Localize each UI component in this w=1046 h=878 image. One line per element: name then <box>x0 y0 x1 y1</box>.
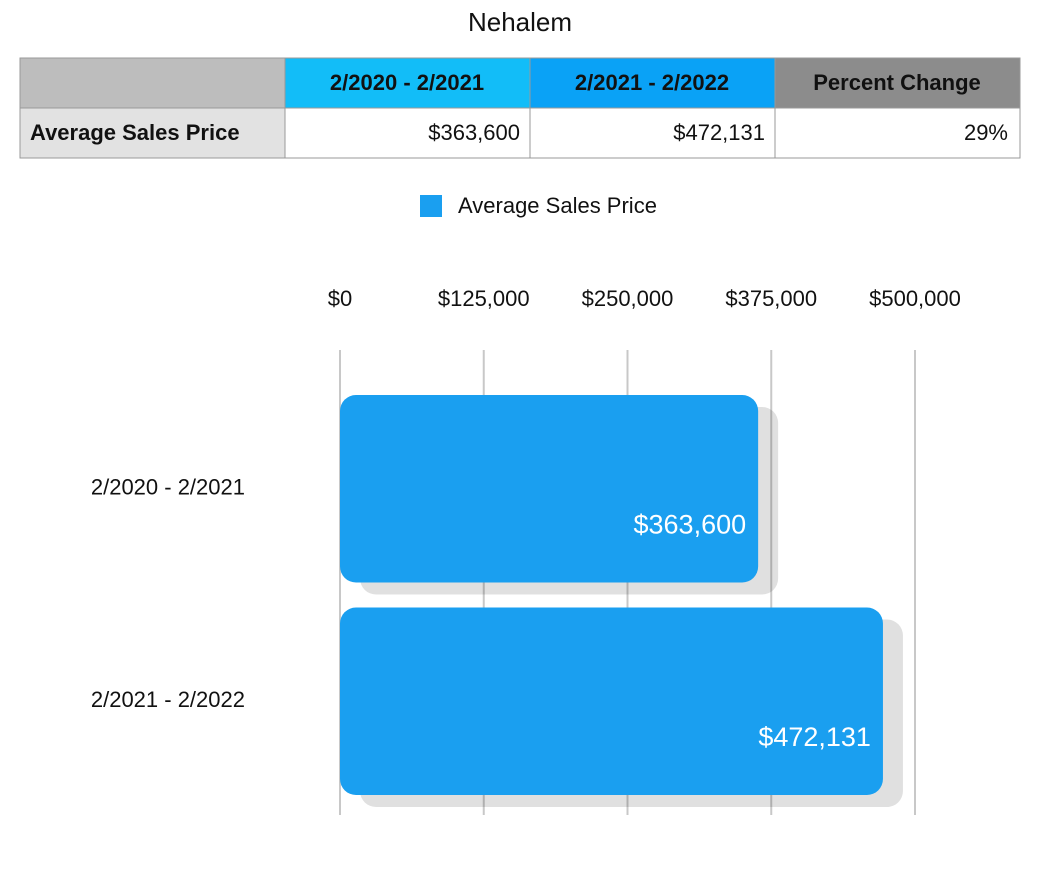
data-cell <box>284 107 531 159</box>
data-cell <box>529 107 776 159</box>
bar <box>340 607 883 795</box>
header-cell <box>284 57 531 109</box>
row-header-cell <box>19 107 286 159</box>
header-cell <box>774 57 1021 109</box>
header-text: Percent Change <box>813 70 981 95</box>
cell-text: $363,600 <box>428 120 520 145</box>
x-tick-label: $375,000 <box>725 286 817 311</box>
bar <box>340 395 759 583</box>
category-label: 2/2021 - 2/2022 <box>91 687 245 712</box>
x-tick-label: $0 <box>328 286 352 311</box>
legend-swatch <box>420 195 442 217</box>
table-corner <box>19 57 286 109</box>
summary-table: 2/2020 - 2/2021 2/2021 - 2/2022 Percent … <box>19 57 1021 159</box>
row-header-text: Average Sales Price <box>30 120 240 145</box>
header-cell <box>529 57 776 109</box>
page-title: Nehalem <box>468 7 572 37</box>
cell-text: 29% <box>964 120 1008 145</box>
header-text: 2/2021 - 2/2022 <box>575 70 729 95</box>
cell-text: $472,131 <box>673 120 765 145</box>
x-tick-label: $125,000 <box>438 286 530 311</box>
value-label: $363,600 <box>634 509 747 539</box>
header-text: 2/2020 - 2/2021 <box>330 70 484 95</box>
legend-label: Average Sales Price <box>458 193 657 218</box>
value-label: $472,131 <box>758 722 871 752</box>
category-label: 2/2020 - 2/2021 <box>91 475 245 500</box>
data-cell <box>774 107 1021 159</box>
x-tick-label: $250,000 <box>582 286 674 311</box>
x-tick-label: $500,000 <box>869 286 961 311</box>
